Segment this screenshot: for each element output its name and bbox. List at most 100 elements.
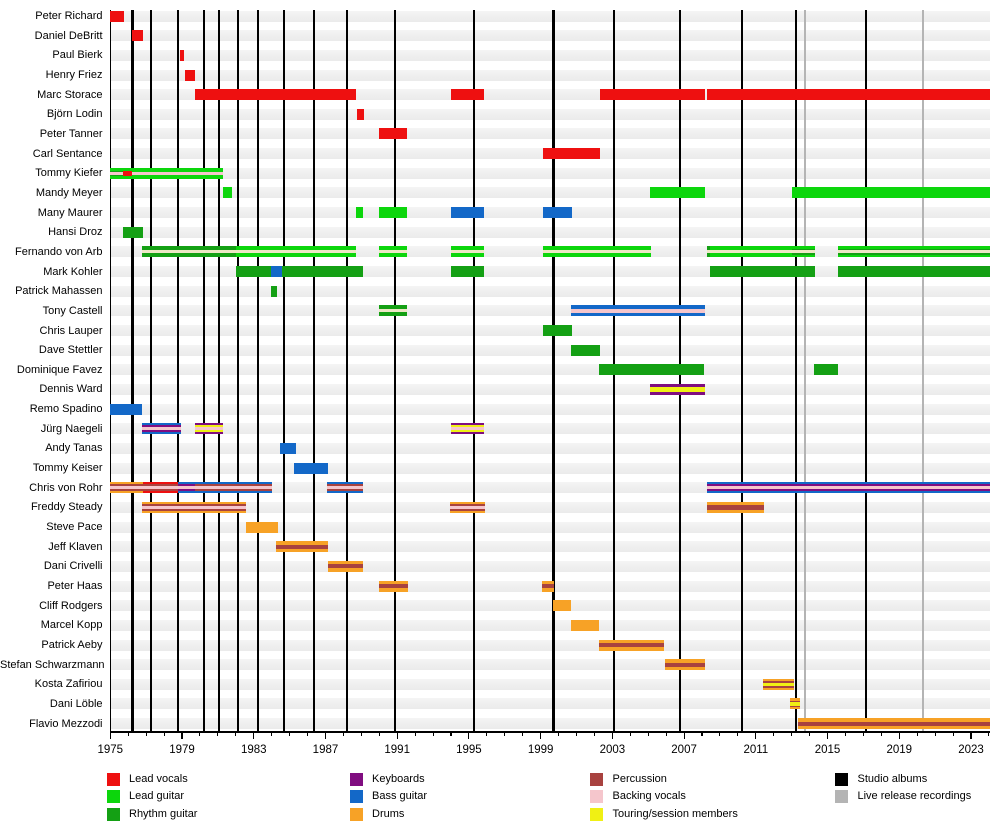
row-track (110, 678, 991, 690)
studio-album-line (794, 10, 797, 731)
row-track (110, 89, 991, 101)
member-label: Jeff Klaven (48, 540, 103, 553)
x-axis-minor-tick (360, 732, 362, 737)
x-axis-year-label: 1979 (169, 743, 195, 756)
row-track (110, 10, 991, 22)
member-label: Marc Storace (37, 88, 103, 101)
member-bar-segment (194, 427, 224, 431)
x-axis-major-tick (468, 732, 470, 740)
x-axis-minor-tick (862, 732, 864, 737)
member-label: Henry Friez (45, 69, 103, 81)
x-axis-minor-tick (844, 732, 846, 737)
row-track (110, 305, 991, 317)
studio-album-line (313, 10, 316, 731)
x-axis-minor-tick (701, 732, 703, 737)
member-bar-segment (271, 266, 282, 278)
x-axis-year-label: 1999 (527, 743, 554, 756)
member-bar-segment (707, 486, 991, 490)
legend-label: Lead guitar (129, 790, 185, 802)
member-label: Freddy Steady (30, 501, 103, 514)
x-axis-minor-tick (629, 732, 631, 737)
legend-swatch-lead_vocals (106, 772, 120, 786)
member-bar-segment (797, 721, 991, 726)
studio-album-line (203, 10, 206, 731)
row-track (110, 383, 991, 395)
studio-album-line (236, 10, 240, 731)
member-bar-segment (707, 504, 765, 510)
member-label: Dennis Ward (39, 383, 103, 396)
x-axis-minor-tick (289, 732, 291, 737)
x-axis-minor-tick (504, 732, 506, 737)
member-bar-segment (706, 250, 815, 254)
member-bar-segment (450, 250, 484, 254)
row-track (110, 462, 991, 474)
row-track (110, 285, 991, 297)
member-bar-segment (542, 148, 600, 160)
member-label: Tony Castell (42, 304, 103, 317)
studio-album-line (149, 10, 153, 731)
member-label: Mark Kohler (43, 265, 103, 278)
member-bar-segment (378, 207, 407, 219)
x-axis-year-label: 2011 (743, 743, 769, 756)
legend-swatch-studio_albums (835, 772, 848, 786)
x-axis-major-tick (109, 732, 111, 740)
member-bar-segment (141, 250, 356, 254)
member-bar-segment (709, 266, 815, 278)
member-bar-segment (123, 170, 132, 176)
member-bar-segment (570, 619, 600, 631)
member-bar-segment (790, 702, 800, 706)
x-axis-year-label: 2015 (814, 743, 841, 756)
x-axis-minor-tick (432, 732, 434, 737)
legend-label: Live release recordings (857, 790, 972, 802)
studio-album-line (217, 10, 220, 731)
x-axis-major-tick (826, 732, 829, 740)
x-axis-minor-tick (773, 732, 775, 737)
row-track (110, 403, 991, 415)
legend-label: Percussion (612, 772, 667, 785)
x-axis-year-label: 1991 (384, 743, 410, 756)
member-bar-segment (378, 128, 407, 140)
member-bar-segment (355, 207, 364, 219)
member-bar-segment (813, 364, 839, 376)
x-axis-year-label: 1987 (312, 743, 339, 756)
member-label: Stefan Schwarzmann (0, 658, 105, 671)
member-bar-segment (110, 403, 143, 415)
member-label: Peter Richard (35, 10, 103, 23)
legend-swatch-lead_guitar (106, 790, 120, 803)
member-bar-segment (450, 427, 485, 431)
member-bar-segment (570, 309, 706, 313)
x-axis-minor-tick (737, 732, 739, 737)
row-track (110, 266, 991, 278)
legend-swatch-keyboards (349, 772, 363, 786)
x-axis-year-label: 1983 (240, 743, 267, 756)
row-track (110, 49, 991, 61)
member-label: Kosta Zafiriou (34, 678, 103, 691)
x-axis-minor-tick (486, 732, 488, 737)
row-track (110, 619, 991, 631)
x-axis-minor-tick (145, 732, 147, 737)
legend-label: Lead vocals (129, 772, 188, 785)
member-bar-segment (649, 187, 705, 199)
member-label: Tommy Keiser (32, 462, 103, 475)
x-axis-minor-tick (916, 732, 918, 737)
studio-album-line (393, 10, 397, 731)
member-bar-segment (791, 187, 991, 199)
row-track (110, 364, 991, 376)
row-track (110, 30, 991, 42)
member-bar-segment (179, 49, 185, 61)
x-axis-minor-tick (647, 732, 649, 737)
member-label: Daniel DeBritt (34, 29, 103, 42)
member-label: Dani Löble (49, 697, 103, 710)
member-bar-segment (222, 187, 232, 199)
member-bar-segment (132, 30, 143, 42)
x-axis-major-tick (540, 732, 542, 740)
member-bar-segment (142, 505, 247, 509)
member-bar-segment (450, 266, 484, 278)
studio-album-line (177, 10, 180, 731)
x-axis-line (109, 731, 991, 733)
x-axis-minor-tick (378, 732, 380, 737)
member-bar-segment (598, 643, 664, 647)
x-axis-minor-tick (306, 732, 309, 737)
member-label: Marcel Kopp (40, 619, 103, 632)
legend-swatch-live_recordings (835, 790, 848, 803)
